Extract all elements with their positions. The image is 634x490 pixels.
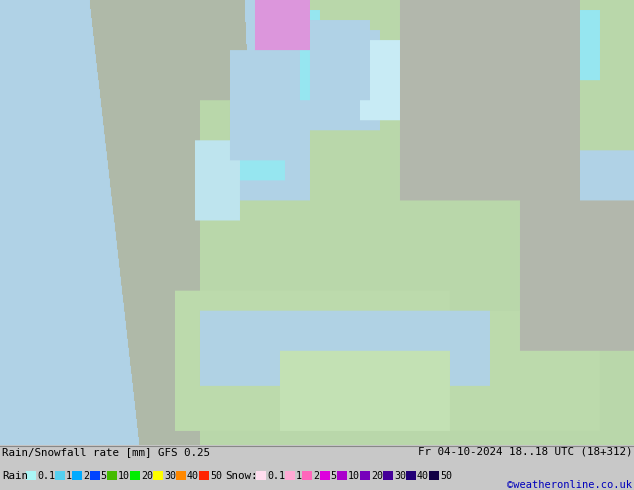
Bar — [199, 471, 209, 481]
Text: Fr 04-10-2024 18..18 UTC (18+312): Fr 04-10-2024 18..18 UTC (18+312) — [418, 447, 632, 457]
Bar — [320, 471, 330, 481]
Text: 30: 30 — [394, 471, 406, 481]
Text: 10: 10 — [118, 471, 130, 481]
Bar — [360, 471, 370, 481]
Bar — [256, 471, 266, 481]
Text: 5: 5 — [101, 471, 107, 481]
Text: 40: 40 — [187, 471, 199, 481]
Text: 1: 1 — [65, 471, 72, 481]
Text: 2: 2 — [313, 471, 319, 481]
Bar — [89, 471, 100, 481]
Bar — [130, 471, 140, 481]
Text: 10: 10 — [348, 471, 360, 481]
Text: 20: 20 — [141, 471, 153, 481]
Text: 40: 40 — [417, 471, 429, 481]
Bar — [107, 471, 117, 481]
Bar — [302, 471, 312, 481]
Text: 50: 50 — [210, 471, 222, 481]
Text: 1: 1 — [295, 471, 302, 481]
Text: 30: 30 — [164, 471, 176, 481]
Text: Rain/Snowfall rate [mm] GFS 0.25: Rain/Snowfall rate [mm] GFS 0.25 — [2, 447, 210, 457]
Text: Snow:: Snow: — [225, 471, 257, 481]
Bar — [176, 471, 186, 481]
Bar — [383, 471, 393, 481]
Bar — [337, 471, 347, 481]
Text: 20: 20 — [371, 471, 383, 481]
Text: 2: 2 — [83, 471, 89, 481]
Bar — [72, 471, 82, 481]
Bar — [406, 471, 416, 481]
Text: 50: 50 — [440, 471, 452, 481]
Text: 0.1: 0.1 — [37, 471, 55, 481]
Bar — [429, 471, 439, 481]
Text: ©weatheronline.co.uk: ©weatheronline.co.uk — [507, 480, 632, 490]
Bar — [26, 471, 36, 481]
Bar — [285, 471, 295, 481]
Text: 0.1: 0.1 — [267, 471, 285, 481]
Bar — [55, 471, 65, 481]
Text: Rain: Rain — [2, 471, 28, 481]
Bar — [153, 471, 163, 481]
Text: 5: 5 — [330, 471, 337, 481]
